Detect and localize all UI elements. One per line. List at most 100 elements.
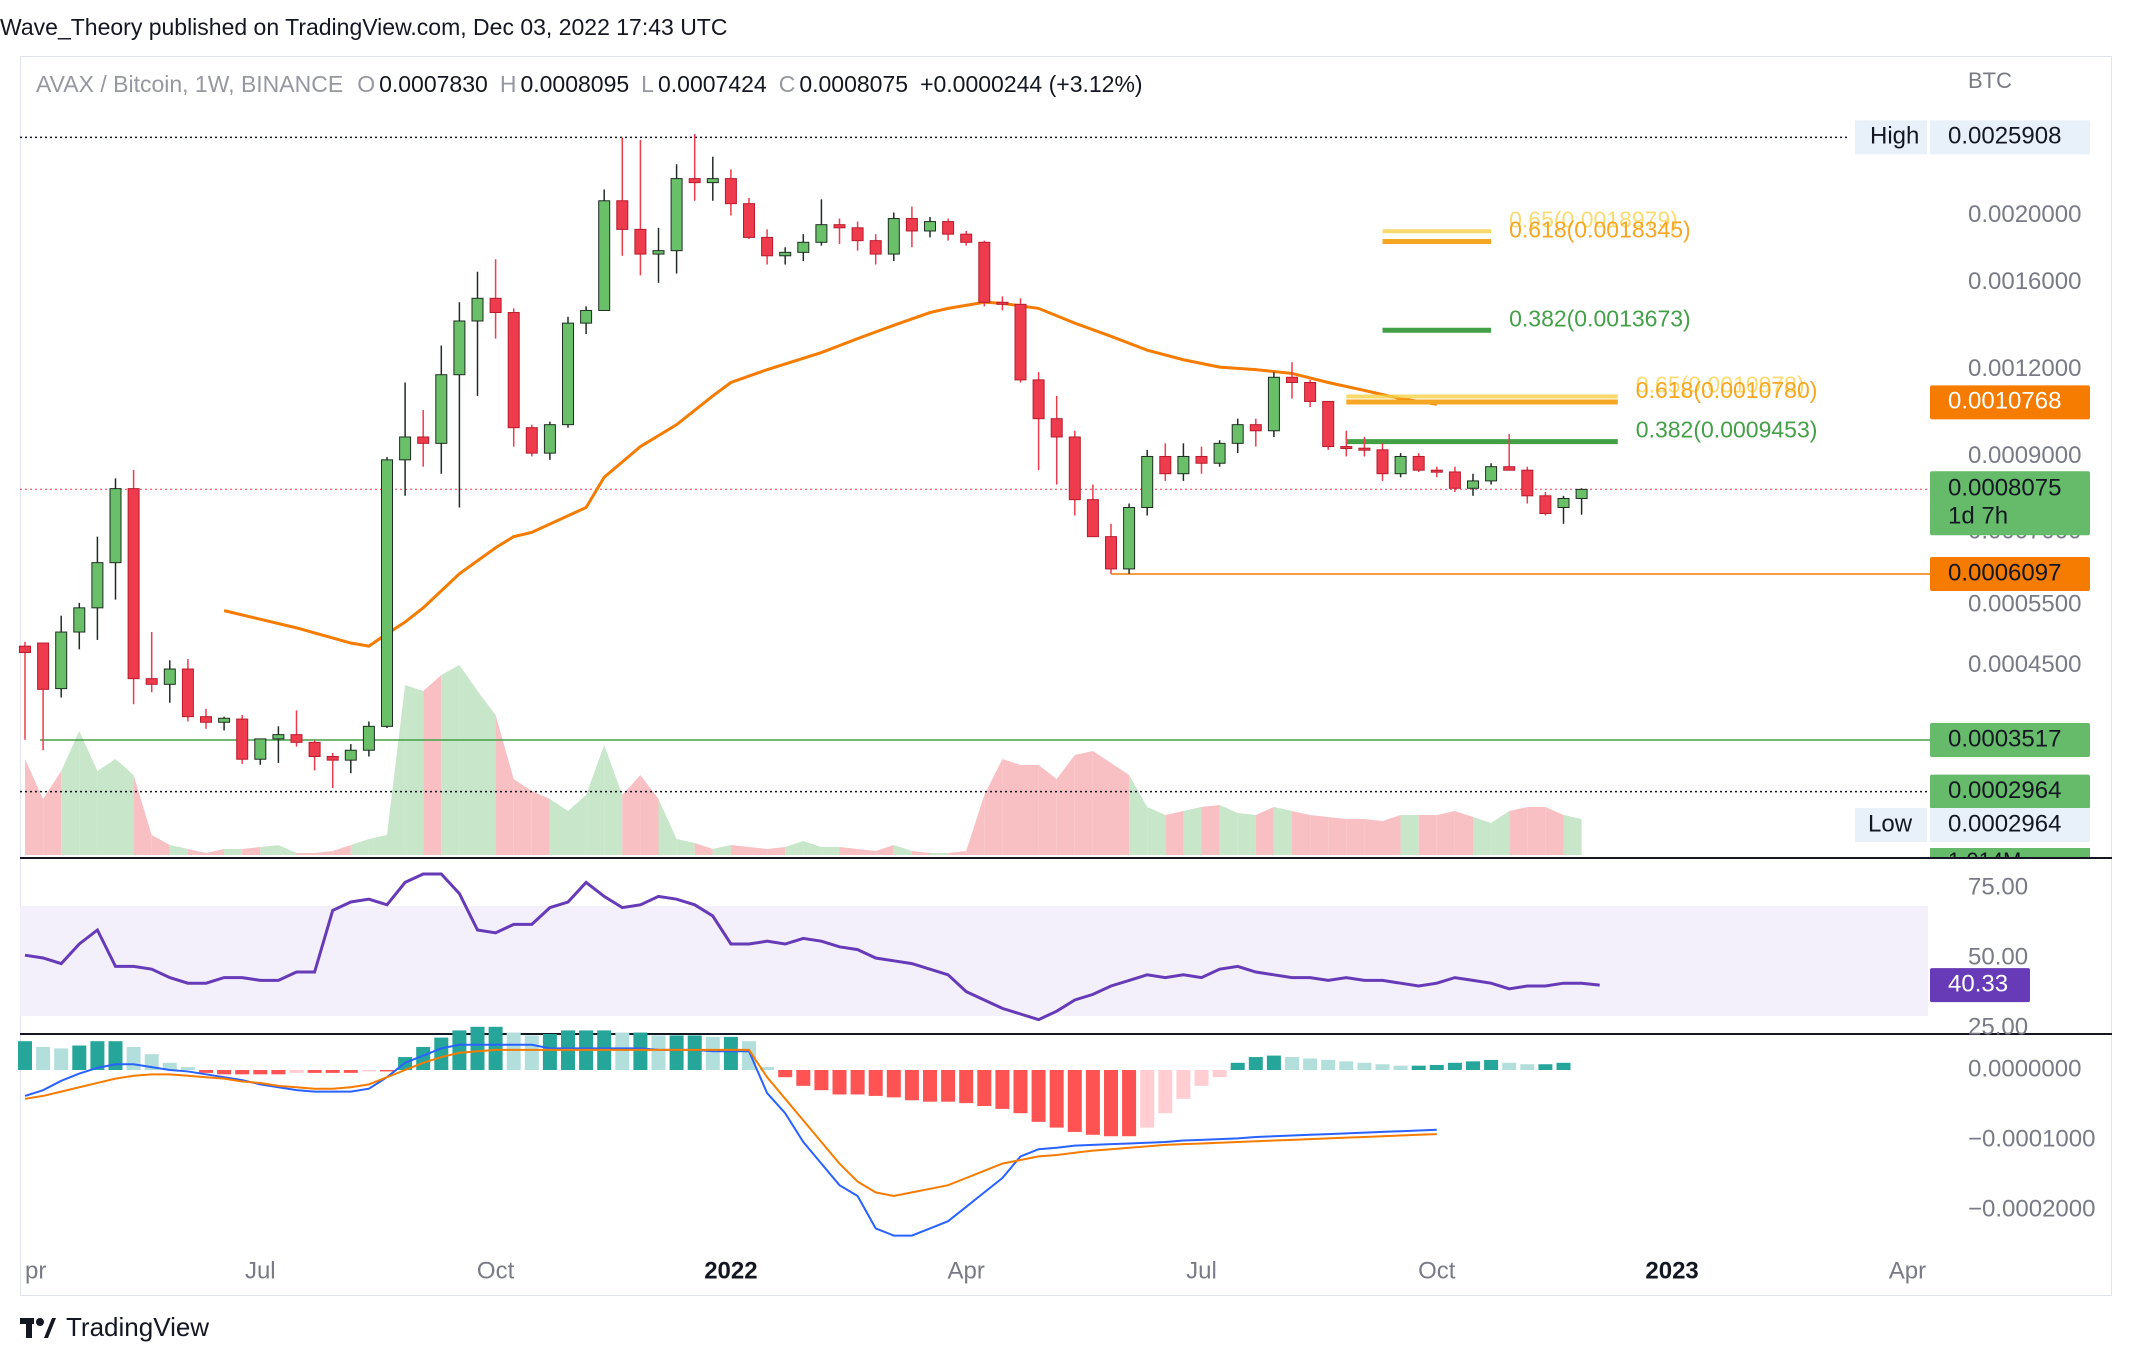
volume-area-segment [1491,811,1510,855]
macd-histogram-bar [289,1070,304,1073]
low-label: Low [1868,810,1913,837]
volume-area-segment [1165,811,1184,855]
legend-text: 0.0007424 [658,71,767,97]
candle-body [905,218,918,232]
candle-body [525,427,538,454]
low-value-bg [1930,808,2090,842]
volume-area-segment [875,845,894,855]
candle-body [1485,466,1498,482]
volume-area-segment [749,847,768,855]
volume-area-segment [857,849,876,855]
macd-histogram-bar [54,1048,69,1070]
volume-area-segment [1328,817,1347,855]
candle-body [381,459,393,727]
volume-area-segment [61,731,80,855]
volume-area-segment [658,799,677,855]
publisher-credit: Wave_Theory published on TradingView.com… [0,14,728,40]
macd-histogram-bar [904,1070,919,1101]
macd-histogram-bar [814,1070,829,1091]
time-axis-label: Apr [948,1257,985,1284]
candle-body [254,738,267,760]
candle-body [37,642,50,690]
volume-area-segment [495,715,514,855]
macd-histogram-bar [1285,1057,1299,1070]
candle-body [272,734,285,740]
volume-area-segment [1509,807,1528,855]
volume-area-segment [1292,811,1311,855]
volume-area-segment [79,731,98,855]
volume-area-segment [1074,751,1093,855]
volume-area-segment [1183,807,1202,855]
volume-area-segment [350,839,369,855]
bar-countdown: 1d 7h [1948,503,2008,530]
candle-body [887,218,900,255]
rsi-tick-label: 50.00 [1968,943,2028,970]
candle-body [1195,455,1208,464]
candle-body [1521,469,1534,497]
tradingview-brand[interactable]: TradingView [20,1312,209,1343]
rsi-value-tag: 40.33 [1948,970,2008,997]
macd-histogram-bar [1466,1061,1480,1070]
candle-body [851,227,864,242]
volume-area-segment [640,775,659,855]
signal-line [24,1048,1437,1198]
candle-body [562,322,574,426]
macd-histogram-bar [343,1070,358,1073]
support-black-tag-bg [1930,774,2090,809]
volume-area-segment [115,759,134,855]
fib-level-label: 0.618(0.0010780) [1636,377,1818,403]
legend-text: 0.0008075 [799,71,908,97]
chart-svg: BTC 0.0020000 0.0016000 0.0012000 0.0009000 0… [18,68,2112,1284]
volume-area-segment [767,847,786,855]
volume-area-segment [1111,763,1130,855]
candle-body [344,749,357,761]
candle-body [73,607,86,633]
price-tick-label: 0.0005500 [1968,590,2081,617]
volume-area-segment [133,775,152,855]
candle-body [181,668,194,718]
macd-histogram-bar [36,1046,51,1070]
candle-body [1467,480,1479,489]
candle-body [435,374,448,444]
candle-body [1376,449,1389,475]
macd-histogram-bar [669,1035,684,1070]
candle-body [1050,418,1063,438]
high-label: High [1870,123,1919,150]
legend-text: +0.0000244 (+3.12%) [920,71,1143,97]
volume-area-segment [984,759,1003,855]
macd-histogram-bar [923,1070,937,1102]
macd-tick-label: −0.0002000 [1968,1195,2095,1222]
candle-body [1032,379,1045,420]
volume-area-segment [405,685,424,855]
macd-histogram-bar [162,1062,177,1070]
macd-histogram-bar [199,1070,213,1073]
candle-body [616,200,629,230]
volume-area-segment [423,675,442,855]
candle-body [200,716,212,723]
macd-histogram-bar [470,1026,485,1070]
volume-area-segment [477,691,496,855]
candle-body [996,301,1009,305]
volume-area-segment [1563,815,1582,855]
candle-body [688,178,701,184]
legend-text: C [779,71,796,97]
volume-area-segment [1237,813,1256,855]
candle-body [1340,446,1353,450]
macd-histogram-bar [1411,1065,1426,1070]
macd-histogram-bar [832,1070,847,1095]
candle-body [924,221,936,232]
candle-body [833,224,846,229]
fib-level-label: 0.382(0.0009453) [1636,417,1818,443]
volume-area-segment [531,791,550,855]
volume-area-segment [278,845,297,855]
candle-body [815,224,828,243]
candle-body [308,741,321,758]
volume-area-segment [930,853,949,855]
candle-body [1539,495,1552,515]
macd-histogram-bar [307,1070,322,1073]
candle-body [1557,497,1570,508]
macd-histogram-bar [1484,1059,1499,1070]
macd-histogram-bar [850,1070,865,1095]
candle-body [507,312,520,429]
macd-histogram-bar [217,1070,232,1075]
